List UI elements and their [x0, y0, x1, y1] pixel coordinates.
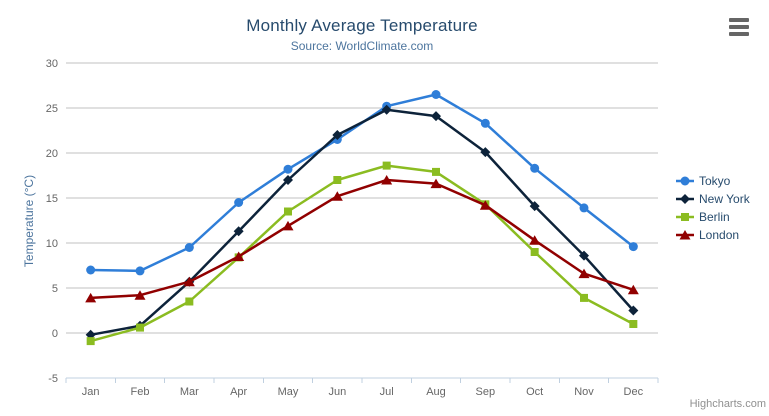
legend-symbol-diamond-icon: [676, 194, 694, 204]
series-london-line: [89, 178, 635, 300]
x-tick-label: Jul: [380, 386, 394, 398]
y-tick-label: 20: [46, 148, 58, 160]
series-berlin-line: [89, 164, 635, 343]
legend-label: Berlin: [699, 210, 730, 224]
x-tick-label: Nov: [574, 386, 594, 398]
y-tick-label: 10: [46, 238, 58, 250]
x-tick-label: Mar: [180, 386, 199, 398]
x-tick-label: May: [278, 386, 299, 398]
hamburger-icon: [729, 18, 751, 36]
y-tick-label: 30: [46, 58, 58, 70]
export-menu-button[interactable]: [729, 17, 751, 37]
chart-subtitle: Source: WorldClimate.com: [290, 39, 434, 53]
legend-item-berlin[interactable]: Berlin: [676, 210, 750, 224]
y-axis-title: Temperature (°C): [22, 174, 36, 268]
chart-title: Monthly Average Temperature: [246, 16, 478, 35]
legend-item-london[interactable]: London: [676, 228, 750, 242]
legend-item-new-york[interactable]: New York: [676, 192, 750, 206]
series-tokyo-line: [89, 93, 635, 273]
legend-label: New York: [699, 192, 750, 206]
y-tick-label: 25: [46, 103, 58, 115]
legend-label: London: [699, 228, 740, 242]
legend: Tokyo New York Berlin London: [676, 174, 750, 242]
legend-symbol-circle-icon: [676, 176, 694, 186]
legend-label: Tokyo: [699, 174, 731, 188]
y-tick-label: 0: [52, 328, 58, 340]
y-tick-label: 15: [46, 193, 58, 205]
legend-item-tokyo[interactable]: Tokyo: [676, 174, 750, 188]
series-london[interactable]: [85, 175, 639, 303]
x-tick-label: Oct: [526, 386, 543, 398]
series-new-york[interactable]: [85, 104, 639, 340]
legend-symbol-triangle-icon: [676, 230, 694, 240]
x-tick-label: Feb: [131, 386, 150, 398]
x-tick-label: Jan: [82, 386, 100, 398]
y-tick-label: 5: [52, 283, 58, 295]
x-tick-label: Jun: [328, 386, 346, 398]
x-tick-label: Sep: [476, 386, 496, 398]
y-tick-label: -5: [48, 373, 58, 385]
legend-symbol-square-icon: [676, 213, 694, 221]
credits-link[interactable]: Highcharts.com: [689, 398, 766, 410]
x-tick-label: Aug: [426, 386, 446, 398]
series-new-york-line: [89, 108, 635, 337]
x-tick-label: Apr: [230, 386, 247, 398]
series-tokyo[interactable]: [86, 90, 638, 276]
x-tick-label: Dec: [624, 386, 644, 398]
